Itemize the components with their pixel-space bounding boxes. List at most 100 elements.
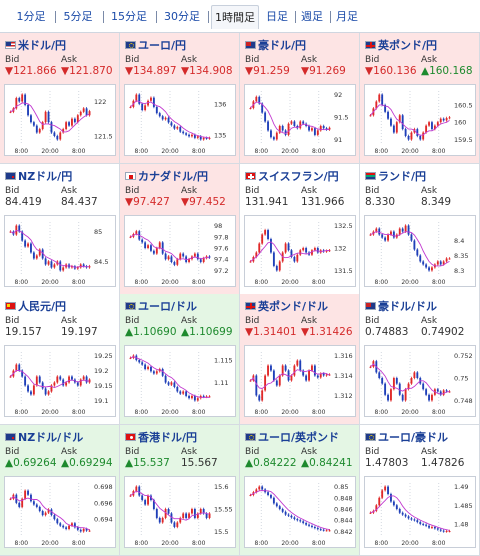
candle-body [79,263,82,267]
tab-daily[interactable]: 日足 [266,10,288,23]
pair-name[interactable]: NZドル/円 [18,169,73,183]
tab-5min[interactable]: 5分足 [63,10,93,23]
currency-pair-title[interactable]: 米ドル/円 [5,37,67,52]
currency-pair-title[interactable]: カナダドル/円 [125,168,209,183]
nz-flag-icon [5,171,16,180]
pair-name[interactable]: ランド/円 [378,169,427,183]
candlestick-chart[interactable]: 1.316 1.314 1.312 8:00 20:00 8:00 [244,345,356,417]
currency-card[interactable]: 人民元/円 Bid Ask 19.157 19.197 19.25 19.2 19.15 19.… [0,294,120,425]
candle-body [390,493,392,502]
currency-card[interactable]: 豪ドル/円 Bid Ask ▼91.259 ▼91.269 92 91.5 91 8:00 20:… [240,33,360,164]
candle-body [144,364,147,370]
candle-body [196,136,199,138]
pair-name[interactable]: ユーロ/英ポンド [258,430,340,444]
candlestick-chart[interactable]: 15.6 15.55 15.5 8:00 20:00 8:00 [124,475,236,548]
currency-pair-title[interactable]: 豪ドル/円 [245,37,307,52]
candle-body [191,134,193,137]
candlestick-chart[interactable]: 8.4 8.35 8.3 8:00 20:00 8:00 [364,214,476,287]
tab-separator [55,11,56,23]
candlestick-chart[interactable]: 92 91.5 91 8:00 20:00 8:00 [244,84,356,156]
currency-pair-title[interactable]: ユーロ/豪ドル [365,429,449,444]
x-tick-label: 20:00 [41,540,58,547]
pair-name[interactable]: 英ポンド/円 [378,39,438,52]
candle-body [287,243,290,250]
currency-card[interactable]: カナダドル/円 Bid Ask ▼97.427 ▼97.452 98 97.8 97.6 97.… [120,163,240,295]
currency-card[interactable]: ユーロ/豪ドル Bid Ask 1.47803 1.47826 1.49 1.485 1.48… [360,424,480,556]
candlestick-chart[interactable]: 132.5 132 131.5 8:00 20:00 8:00 [244,214,356,287]
candle-body [62,379,65,386]
tab-15min[interactable]: 15分足 [111,10,147,23]
pair-name[interactable]: 香港ドル/円 [138,430,198,444]
candlestick-chart[interactable]: 0.85 0.848 0.846 0.844 0.842 8:00 20:00 8:00 [244,475,356,548]
candle-body [38,129,41,133]
pair-name[interactable]: 英ポンド/ドル [258,300,329,313]
tab-1hour[interactable]: 1時間足 [211,5,259,29]
pair-name[interactable]: 豪ドル/円 [258,39,307,52]
currency-card[interactable]: ランド/円 Bid Ask 8.330 8.349 8.4 8.35 8.3 8:00 20:00… [360,163,480,295]
currency-pair-title[interactable]: 英ポンド/円 [365,37,438,52]
candle-body [445,390,448,392]
currency-pair-title[interactable]: ランド/円 [365,168,427,183]
pair-name[interactable]: ユーロ/ドル [138,300,198,313]
pair-name[interactable]: NZドル/ドル [18,430,84,444]
tab-1min[interactable]: 1分足 [16,10,46,23]
tab-monthly[interactable]: 月足 [336,10,358,23]
candlestick-chart[interactable]: 1.49 1.485 1.48 8:00 20:00 8:00 [364,475,476,548]
candlestick-chart[interactable]: 0.698 0.696 0.694 8:00 20:00 8:00 [4,475,116,548]
candlestick-chart[interactable]: 98 97.8 97.6 97.4 97.2 8:00 20:00 8:00 [124,214,236,287]
currency-card[interactable]: 香港ドル/円 Bid Ask ▲15.537 15.567 15.6 15.55 15.5 8:… [120,424,240,556]
currency-card[interactable]: ユーロ/英ポンド Bid Ask ▲0.84222 ▲0.84241 0.85 0.848 0… [240,424,360,556]
currency-card[interactable]: ユーロ/ドル Bid Ask ▲1.10690 ▲1.10699 1.115 1.11 8:0… [120,294,240,425]
currency-card[interactable]: 豪ドル/ドル Bid Ask 0.74883 0.74902 0.752 0.75 0.748… [360,294,480,425]
tab-30min[interactable]: 30分足 [164,10,200,23]
currency-pair-title[interactable]: ユーロ/英ポンド [245,429,340,444]
candlestick-chart[interactable]: 1.115 1.11 8:00 20:00 8:00 [124,345,236,417]
candle-body [272,497,275,503]
currency-pair-title[interactable]: 香港ドル/円 [125,429,198,444]
currency-pair-title[interactable]: ユーロ/円 [125,37,187,52]
candle-body [422,523,425,525]
candle-body [71,118,73,126]
pair-name[interactable]: ユーロ/円 [138,39,187,52]
candlestick-chart[interactable]: 160.5 160 159.5 8:00 20:00 8:00 [364,84,476,156]
pair-name[interactable]: 豪ドル/ドル [378,300,438,313]
pair-name[interactable]: 米ドル/円 [18,39,67,52]
pair-name[interactable]: ユーロ/豪ドル [378,430,449,444]
candle-body [50,260,53,267]
currency-card[interactable]: NZドル/円 Bid Ask 84.419 84.437 85 84.5 8:00 20:00 8… [0,163,120,295]
currency-pair-title[interactable]: スイスフラン/円 [245,168,339,183]
currency-pair-title[interactable]: ユーロ/ドル [125,298,198,313]
pair-name[interactable]: カナダドル/円 [138,169,209,183]
currency-card[interactable]: スイスフラン/円 Bid Ask 131.941 131.966 132.5 132 131.… [240,163,360,295]
chart-svg: 122 121.5 8:00 20:00 8:00 [9,91,113,155]
currency-card[interactable]: NZドル/ドル Bid Ask ▲0.69264 ▲0.69294 0.698 0.696 0… [0,424,120,556]
candle-body [150,244,152,251]
x-tick-label: 8:00 [255,279,269,286]
moving-average-line [130,356,210,399]
y-tick-label: 0.694 [94,515,113,523]
currency-pair-title[interactable]: 豪ドル/ドル [365,298,438,313]
currency-card[interactable]: 英ポンド/円 Bid Ask ▼160.136 ▲160.168 160.5 160 159.… [360,33,480,164]
currency-card[interactable]: 英ポンド/ドル Bid Ask ▼1.31401 ▼1.31426 1.316 1.314 1… [240,294,360,425]
candle-body [325,529,328,531]
candle-body [296,254,299,261]
candle-body [79,529,82,531]
bid-label: Bid [5,55,20,65]
candlestick-chart[interactable]: 85 84.5 8:00 20:00 8:00 [4,214,116,287]
currency-pair-title[interactable]: 英ポンド/ドル [245,298,329,313]
candlestick-chart[interactable]: 122 121.5 8:00 20:00 8:00 [4,84,116,156]
currency-pair-title[interactable]: NZドル/ドル [5,429,84,444]
candle-body [191,395,193,399]
pair-name[interactable]: 人民元/円 [18,300,67,313]
candlestick-chart[interactable]: 0.752 0.75 0.748 8:00 20:00 8:00 [364,345,476,417]
x-tick-label: 8:00 [375,148,389,155]
currency-pair-title[interactable]: 人民元/円 [5,298,67,313]
currency-pair-title[interactable]: NZドル/円 [5,168,73,183]
tab-weekly[interactable]: 週足 [301,10,323,23]
currency-card[interactable]: ユーロ/円 Bid Ask ▼134.897 ▼134.908 136 135 8:00 20:… [120,33,240,164]
currency-card[interactable]: 米ドル/円 Bid Ask ▼121.866 ▼121.870 122 121.5 8:00 2… [0,33,120,164]
candlestick-chart[interactable]: 136 135 8:00 20:00 8:00 [124,84,236,156]
pair-name[interactable]: スイスフラン/円 [258,169,339,183]
candle-body [436,260,439,264]
candlestick-chart[interactable]: 19.25 19.2 19.15 19.1 8:00 20:00 8:00 [4,345,116,417]
